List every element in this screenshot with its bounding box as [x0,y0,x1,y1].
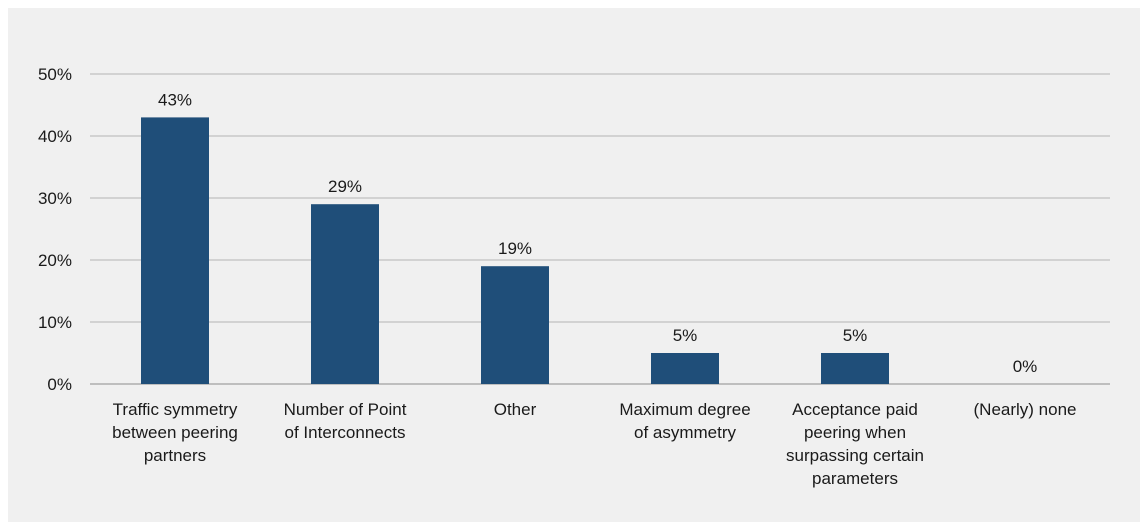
y-tick-label: 30% [38,189,72,208]
gridlines [90,73,1110,385]
y-tick-label: 10% [38,313,72,332]
data-label: 19% [498,239,532,258]
y-axis-tick-labels: 0% 10% 20% 30% 40% 50% [38,65,72,394]
data-labels: 43% 29% 19% 5% 5% 0% [158,90,1037,376]
data-label: 0% [1013,357,1038,376]
chart-panel: 0% 10% 20% 30% 40% 50% 43% 29% 19% 5% 5% 0% Traffi… [8,8,1140,522]
category-label-line: Number of Point [284,400,407,419]
bar-chart: 0% 10% 20% 30% 40% 50% 43% 29% 19% 5% 5% 0% Traffi… [38,65,1110,488]
bar [481,266,549,384]
data-label: 29% [328,177,362,196]
category-label-line: peering when [804,423,906,442]
category-label: (Nearly) none [974,400,1077,419]
bar [821,353,889,384]
bar [141,117,209,385]
data-label: 5% [843,326,868,345]
category-label: Maximum degree of asymmetry [619,400,750,442]
category-label: Other [494,400,537,419]
y-tick-label: 0% [47,375,72,394]
category-label: Traffic symmetry between peering partners [112,400,238,465]
category-label-line: of Interconnects [285,423,406,442]
category-label-line: parameters [812,469,898,488]
category-label-line: Acceptance paid [792,400,918,419]
bars [141,117,889,385]
category-label-line: Traffic symmetry [113,400,238,419]
y-tick-label: 40% [38,127,72,146]
category-labels: Traffic symmetry between peering partners N… [112,400,1076,488]
y-tick-label: 50% [38,65,72,84]
category-label-line: (Nearly) none [974,400,1077,419]
category-label-line: of asymmetry [634,423,737,442]
category-label-line: surpassing certain [786,446,924,465]
bar [311,204,379,384]
category-label-line: between peering [112,423,238,442]
data-label: 5% [673,326,698,345]
category-label-line: Other [494,400,537,419]
data-label: 43% [158,90,192,109]
y-tick-label: 20% [38,251,72,270]
category-label-line: Maximum degree [619,400,750,419]
category-label-line: partners [144,446,206,465]
category-label: Number of Point of Interconnects [284,400,407,442]
bar [651,353,719,384]
category-label: Acceptance paid peering when surpassing ce… [786,400,924,488]
